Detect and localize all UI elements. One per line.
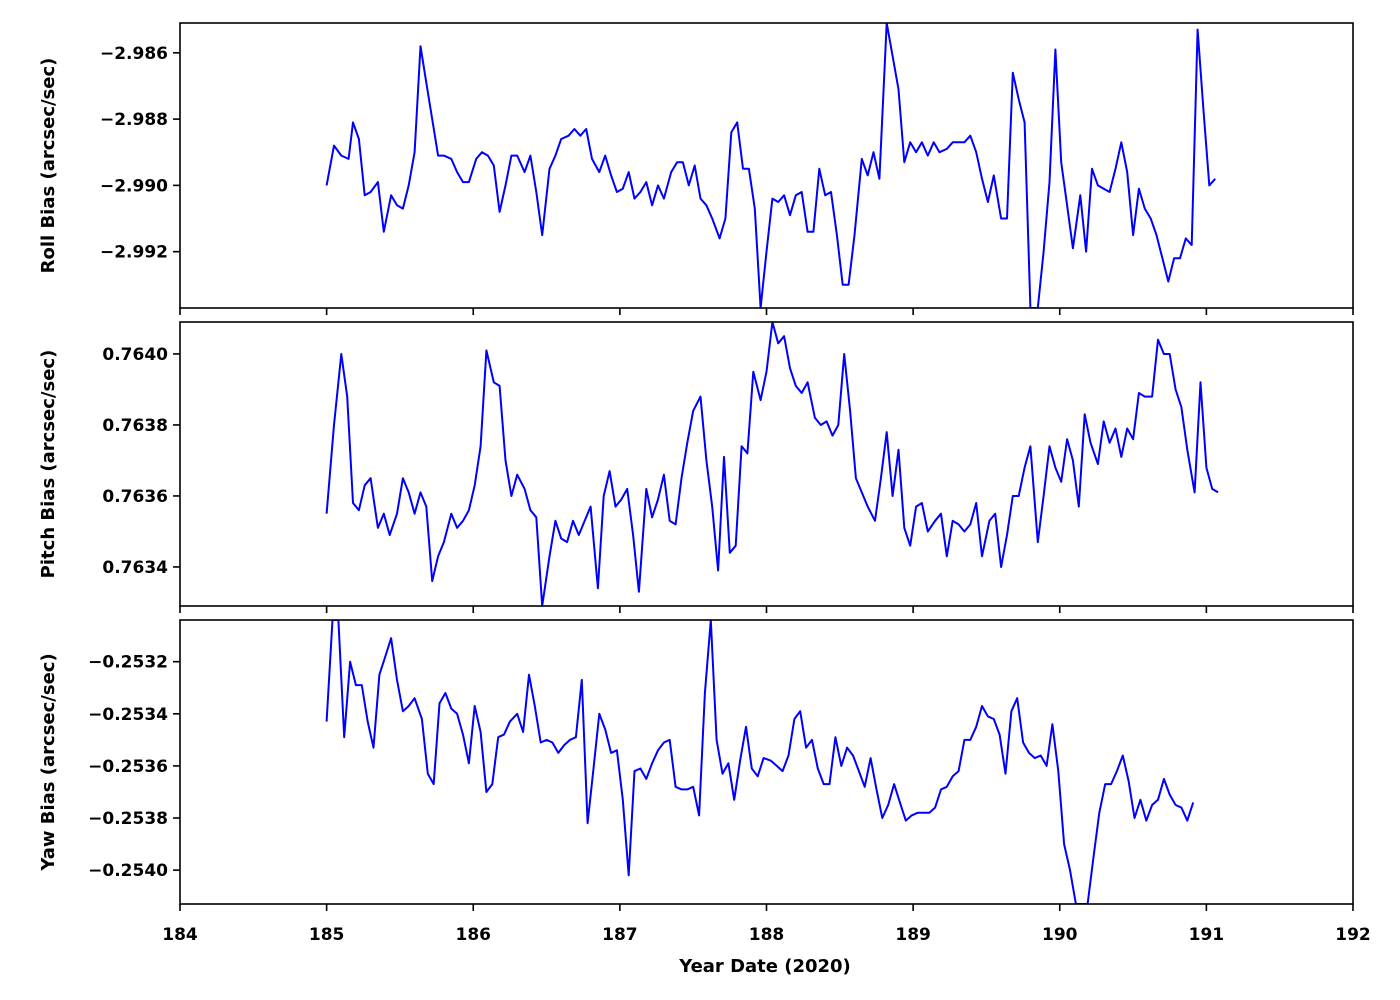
panels-group: −2.986 −2.988 −2.990 −2.992 Roll Bias (arcse… xyxy=(38,22,1354,911)
x-axis: 184 185 186 187 188 189 190 191 192 xyxy=(162,925,1371,945)
x-tick-label: 192 xyxy=(1335,925,1371,945)
x-tick-label: 190 xyxy=(1042,925,1078,945)
roll-y-tick-label: −2.988 xyxy=(100,110,168,130)
x-tick-label: 184 xyxy=(162,925,198,945)
pitch-panel: 0.7634 0.7636 0.7638 0.7640 Pitch Bias (arcs… xyxy=(38,321,1354,613)
roll-y-tick-label: −2.990 xyxy=(100,176,168,196)
pitch-y-tick-label: 0.7634 xyxy=(102,558,168,578)
pitch-y-tick-label: 0.7638 xyxy=(102,416,168,436)
pitch-series-line xyxy=(325,322,1219,606)
x-tick-label: 186 xyxy=(456,925,492,945)
pitch-y-tick-label: 0.7636 xyxy=(102,487,168,507)
pitch-y-axis-label: Pitch Bias (arcsec/sec) xyxy=(38,350,59,579)
yaw-series-line xyxy=(325,620,1195,904)
yaw-y-tick-label: −0.2536 xyxy=(88,757,168,777)
x-tick-label: 189 xyxy=(895,925,931,945)
pitch-y-tick-label: 0.7640 xyxy=(102,345,168,365)
x-axis-label: Year Date (2020) xyxy=(678,956,851,977)
yaw-y-tick-label: −0.2534 xyxy=(88,705,168,725)
x-tick-label: 185 xyxy=(309,925,345,945)
yaw-frame xyxy=(179,619,1354,905)
x-tick-label: 188 xyxy=(749,925,785,945)
roll-frame xyxy=(179,22,1354,309)
yaw-y-tick-label: −0.2540 xyxy=(88,861,168,881)
yaw-y-tick-label: −0.2538 xyxy=(88,809,168,829)
roll-y-tick-label: −2.992 xyxy=(100,243,168,263)
roll-series-line xyxy=(325,23,1216,308)
yaw-panel: −0.2532 −0.2534 −0.2536 −0.2538 −0.2540 Yaw B… xyxy=(38,619,1354,911)
roll-panel: −2.986 −2.988 −2.990 −2.992 Roll Bias (arcse… xyxy=(38,22,1354,315)
roll-y-axis-label: Roll Bias (arcsec/sec) xyxy=(38,58,59,274)
yaw-y-axis-label: Yaw Bias (arcsec/sec) xyxy=(38,653,59,871)
roll-y-tick-label: −2.986 xyxy=(100,44,168,64)
x-tick-label: 191 xyxy=(1189,925,1225,945)
yaw-y-tick-label: −0.2532 xyxy=(88,653,168,673)
x-tick-label: 187 xyxy=(602,925,638,945)
